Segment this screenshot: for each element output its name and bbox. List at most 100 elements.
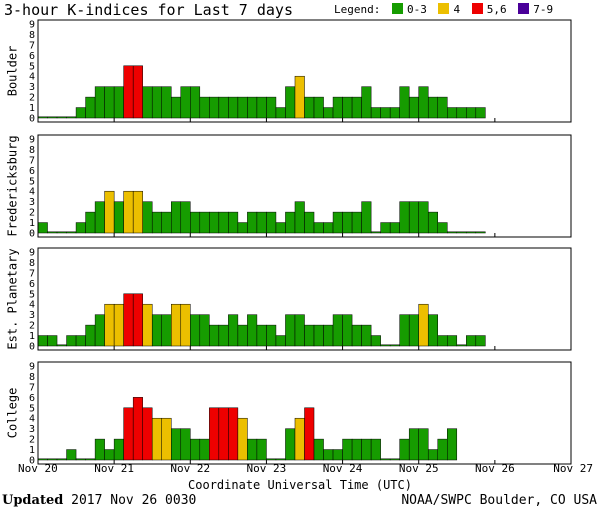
x-tick-label: Nov 26 — [475, 462, 515, 475]
k-index-bar — [285, 314, 296, 347]
k-index-bar — [123, 293, 134, 347]
y-axis-label: College — [6, 388, 20, 439]
k-index-bar — [247, 438, 258, 461]
k-index-bar — [399, 86, 410, 119]
k-index-bar — [266, 96, 277, 119]
y-tick-label: 9 — [29, 362, 35, 373]
k-index-bar — [266, 458, 277, 461]
k-index-bar — [199, 314, 210, 347]
k-index-bar — [399, 201, 410, 234]
y-tick-label: 9 — [29, 135, 35, 146]
k-index-bar — [408, 314, 419, 347]
k-index-bar — [294, 201, 305, 234]
k-index-bar — [142, 407, 153, 461]
k-index-bar — [132, 293, 143, 347]
k-index-bar — [389, 107, 400, 119]
legend-item-label: 4 — [453, 3, 461, 16]
k-index-bar — [466, 107, 477, 119]
k-index-bar — [313, 222, 324, 234]
k-index-bar — [190, 211, 201, 234]
k-index-bar — [237, 96, 248, 119]
k-index-bar — [447, 231, 458, 234]
k-index-bar — [123, 407, 134, 461]
k-index-bar — [437, 96, 448, 119]
k-index-bar — [180, 201, 191, 234]
k-index-bar — [351, 438, 362, 461]
k-index-bar — [313, 96, 324, 119]
k-index-bar — [85, 458, 96, 461]
k-index-bar — [237, 222, 248, 234]
legend-item-4: 4 — [438, 3, 460, 16]
k-index-bar — [180, 303, 191, 347]
k-index-bar — [199, 211, 210, 234]
k-index-bar — [151, 86, 162, 119]
k-index-bar — [361, 86, 372, 119]
y-tick-label: 6 — [29, 393, 35, 404]
k-index-bar — [256, 324, 267, 347]
k-index-bar — [380, 458, 391, 461]
k-index-bar — [247, 96, 258, 119]
x-tick-label: Nov 27 — [553, 462, 593, 475]
panel-frame — [37, 247, 572, 351]
k-index-bar — [275, 107, 286, 119]
x-tick-label: Nov 22 — [170, 462, 210, 475]
k-index-bar — [218, 96, 229, 119]
k-index-bar — [66, 335, 77, 347]
legend-item-label: 5,6 — [486, 3, 507, 16]
y-tick-label: 0 — [29, 229, 35, 240]
y-axis-label: Boulder — [6, 46, 20, 97]
k-index-bar — [380, 344, 391, 347]
k-index-bar — [237, 324, 248, 347]
k-index-bar — [351, 324, 362, 347]
y-tick-label: 2 — [29, 435, 35, 446]
k-index-bar — [332, 96, 343, 119]
y-tick-label: 8 — [29, 30, 35, 41]
k-index-bar — [256, 438, 267, 461]
k-index-bar — [218, 324, 229, 347]
k-index-bar — [66, 231, 77, 234]
updated-label: Updated — [2, 493, 64, 508]
k-index-bar — [190, 438, 201, 461]
k-index-bar — [294, 75, 305, 119]
legend-item-0-3: 0-3 — [391, 3, 427, 16]
k-index-bar — [113, 86, 124, 119]
k-index-bar — [437, 438, 448, 461]
k-index-bar — [389, 344, 400, 347]
k-index-bar — [275, 458, 286, 461]
k-index-bar — [408, 428, 419, 461]
k-index-bar — [475, 335, 486, 347]
y-tick-label: 3 — [29, 82, 35, 93]
y-tick-label: 2 — [29, 93, 35, 104]
k-index-bar — [342, 438, 353, 461]
y-tick-label: 1 — [29, 445, 35, 456]
k-index-bar — [161, 417, 172, 461]
k-index-bar — [247, 211, 258, 234]
k-index-bar — [190, 86, 201, 119]
k-index-bar — [209, 96, 220, 119]
y-tick-label: 7 — [29, 40, 35, 51]
legend-item-label: 0-3 — [406, 3, 427, 16]
k-index-bar — [475, 107, 486, 119]
k-index-bar — [104, 449, 115, 461]
x-tick-label: Nov 21 — [94, 462, 134, 475]
k-index-bar — [447, 428, 458, 461]
k-index-bar — [47, 335, 58, 347]
k-index-bar — [342, 314, 353, 347]
k-index-chart: 0123456789Boulder0123456789Fredericksbur… — [6, 19, 593, 475]
k-index-bar — [94, 86, 105, 119]
k-index-bar — [171, 303, 182, 347]
legend-item-label: 7-9 — [533, 3, 554, 16]
k-index-bar — [466, 231, 477, 234]
k-index-bar — [427, 449, 439, 461]
k-index-bar — [418, 303, 429, 347]
k-index-bar — [151, 417, 162, 461]
k-index-bar — [56, 344, 67, 347]
panel-frame — [37, 19, 572, 123]
k-index-bar — [256, 211, 267, 234]
panel-frame — [37, 134, 572, 238]
k-index-bar — [228, 407, 239, 461]
k-index-bar — [332, 211, 343, 234]
k-index-bar — [113, 303, 124, 347]
